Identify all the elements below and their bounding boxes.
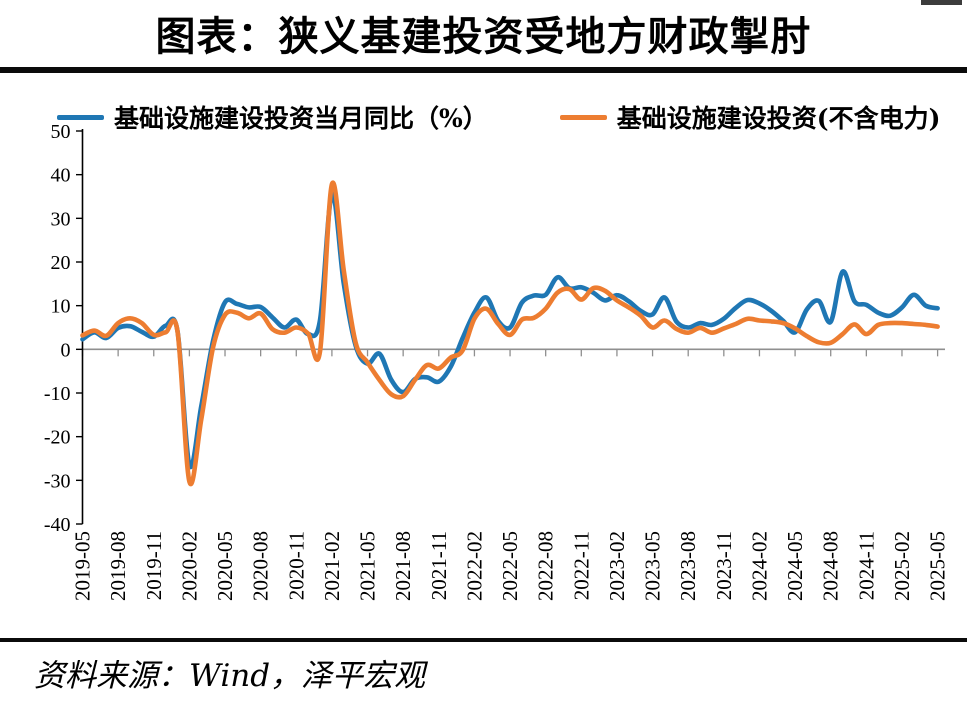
- x-tick-label: 2022-11: [569, 531, 593, 600]
- y-tick-label: -40: [44, 514, 71, 536]
- legend-item-monthly-yoy: 基础设施建设投资当月同比（%）: [57, 99, 488, 135]
- x-tick-label: 2024-02: [748, 531, 772, 601]
- x-tick-label: 2023-02: [605, 531, 629, 601]
- x-tick-label: 2025-02: [890, 531, 914, 601]
- x-tick-label: 2023-05: [641, 531, 665, 601]
- legend-line-swatch-blue: [57, 114, 104, 120]
- y-tick-label: 40: [51, 165, 71, 187]
- x-tick-label: 2020-08: [249, 531, 273, 601]
- y-tick-label: 30: [51, 208, 71, 230]
- x-tick-label: 2024-05: [783, 531, 807, 601]
- y-tick-label: -30: [44, 470, 71, 492]
- x-tick-label: 2023-11: [712, 531, 736, 600]
- legend-item-ex-power: 基础设施建设投资(不含电力): [559, 99, 941, 135]
- y-tick-label: 50: [51, 121, 71, 143]
- y-tick-label: -10: [44, 383, 71, 405]
- x-tick-label: 2021-08: [391, 531, 415, 601]
- y-tick-label: -20: [44, 427, 71, 449]
- x-tick-label: 2024-11: [854, 531, 878, 600]
- y-tick-label: 20: [51, 252, 71, 274]
- x-tick-label: 2024-08: [819, 531, 843, 601]
- series-line-ex-power: [80, 180, 940, 487]
- x-tick-label: 2025-05: [926, 531, 950, 601]
- legend-label: 基础设施建设投资(不含电力): [616, 104, 941, 133]
- x-tick-label: 2021-02: [320, 531, 344, 601]
- x-tick-label: 2022-05: [498, 531, 522, 601]
- legend-line-swatch-orange: [559, 114, 607, 120]
- x-tick-label: 2022-08: [534, 531, 558, 601]
- x-tick-label: 2020-05: [213, 531, 237, 601]
- chart-legend: 基础设施建设投资当月同比（%） 基础设施建设投资(不含电力): [57, 99, 957, 135]
- x-tick-label: 2021-11: [427, 531, 451, 600]
- x-tick-label: 2022-02: [462, 531, 486, 601]
- x-tick-label: 2021-05: [356, 531, 380, 601]
- y-tick-label: 0: [61, 339, 71, 361]
- window-corner-fragment: [921, 0, 962, 5]
- x-tick-label: 2019-05: [71, 531, 95, 601]
- x-tick-label: 2020-11: [284, 531, 308, 600]
- footer-divider-rule: [0, 638, 967, 642]
- x-tick-label: 2019-11: [142, 531, 166, 600]
- page-title: 图表：狭义基建投资受地方财政掣肘: [155, 13, 812, 60]
- legend-label: 基础设施建设投资当月同比（%）: [114, 104, 488, 133]
- title-divider-rule: [0, 67, 967, 73]
- line-chart-plot: 2019-05 2019-08 2019-11 2020-02 2020-05 2020-…: [44, 121, 950, 601]
- x-tick-label: 2020-02: [177, 531, 201, 601]
- source-note: 资料来源：Wind，泽平宏观: [34, 658, 426, 694]
- series-line-monthly-yoy: [80, 191, 940, 470]
- x-tick-label: 2023-08: [676, 531, 700, 601]
- y-tick-label: 10: [51, 296, 71, 318]
- x-tick-label: 2019-08: [106, 531, 130, 601]
